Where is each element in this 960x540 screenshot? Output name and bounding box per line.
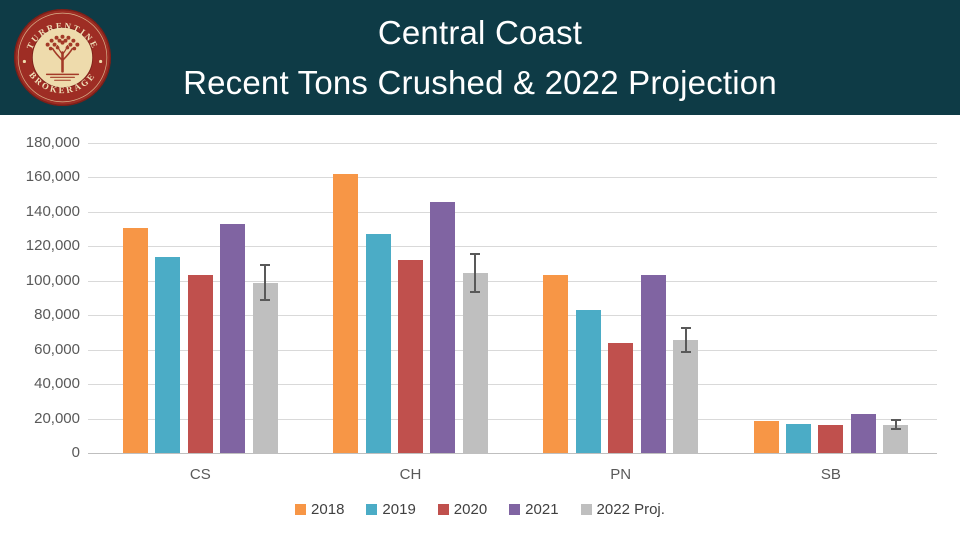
legend-label: 2019 xyxy=(382,501,416,518)
bar-PN-2019 xyxy=(575,310,601,453)
error-bar-cap-top xyxy=(680,327,691,330)
bar-PN-2018 xyxy=(543,274,569,453)
x-axis-category-label: CH xyxy=(399,466,422,483)
legend-label: 2021 xyxy=(525,501,559,518)
y-axis-tick-label: 60,000 xyxy=(34,340,80,358)
bar-SB-2020 xyxy=(818,425,844,453)
bar-CH-2022 Proj. xyxy=(462,273,488,453)
error-bar-SB xyxy=(894,420,897,429)
x-axis-category-label: PN xyxy=(610,466,632,483)
bar-SB-2018 xyxy=(753,421,779,453)
y-axis-tick-label: 120,000 xyxy=(25,237,80,255)
y-axis-tick-label: 20,000 xyxy=(34,409,80,427)
slide-title-line2: Recent Tons Crushed & 2022 Projection xyxy=(183,63,777,101)
gridline-120,000 xyxy=(88,246,937,248)
error-bar-CS xyxy=(264,265,267,300)
gridline-40,000 xyxy=(88,384,937,386)
y-axis-tick-label: 180,000 xyxy=(25,134,80,151)
slide-title-line1: Central Coast xyxy=(377,13,583,51)
bar-CS-2020 xyxy=(187,274,213,453)
y-axis-tick-label: 100,000 xyxy=(25,271,80,289)
gridline-60,000 xyxy=(88,349,937,351)
error-bar-PN xyxy=(684,328,687,353)
legend-item-2019: 2019 xyxy=(366,501,416,518)
error-bar-cap-bottom xyxy=(470,290,481,293)
legend-label: 2018 xyxy=(311,501,345,518)
bar-CH-2018 xyxy=(333,174,359,453)
y-axis-tick-label: 140,000 xyxy=(25,202,80,220)
bar-CS-2019 xyxy=(155,256,181,453)
chart-legend: 2018 2019 2020 2021 2022 Proj. xyxy=(0,501,960,518)
gridline-20,000 xyxy=(88,418,937,420)
bar-SB-2019 xyxy=(786,423,811,453)
error-bar-cap-bottom xyxy=(680,351,691,354)
gridline-100,000 xyxy=(88,280,937,282)
gridline-140,000 xyxy=(88,211,937,213)
error-bar-cap-top xyxy=(890,419,901,422)
y-axis-tick-label: 0 xyxy=(71,444,80,461)
header-banner: Central Coast Recent Tons Crushed & 2022… xyxy=(0,0,960,115)
y-axis-tick-label: 160,000 xyxy=(25,168,80,186)
legend-label: 2022 Proj. xyxy=(596,501,665,518)
turrentine-brokerage-logo: TURRENTINE BROKERAGE xyxy=(13,8,112,107)
bar-CH-2020 xyxy=(398,260,423,453)
bar-PN-2020 xyxy=(608,342,634,453)
gridline-0 xyxy=(88,453,937,454)
x-axis-category-label: CS xyxy=(189,466,211,483)
bar-CS-2021 xyxy=(220,223,246,453)
x-axis-category-label: SB xyxy=(820,466,841,483)
bar-CS-2022 Proj. xyxy=(252,282,278,453)
bar-CS-2018 xyxy=(123,228,148,453)
error-bar-cap-bottom xyxy=(890,427,901,430)
error-bar-CH xyxy=(474,254,477,292)
legend-item-2018: 2018 xyxy=(295,501,344,518)
legend-swatch-icon xyxy=(437,504,449,515)
bar-SB-2021 xyxy=(850,414,876,453)
gridline-160,000 xyxy=(88,177,937,179)
bar-CH-2019 xyxy=(365,234,391,453)
bar-PN-2022 Proj. xyxy=(673,340,698,453)
y-axis-tick-label: 40,000 xyxy=(34,375,80,393)
logo-seal-icon: TURRENTINE BROKERAGE xyxy=(13,8,112,107)
bar-CH-2021 xyxy=(430,202,456,453)
legend-label: 2020 xyxy=(453,501,488,518)
legend-item-2022 Proj.: 2022 Proj. xyxy=(580,501,665,518)
error-bar-cap-bottom xyxy=(260,298,271,301)
legend-item-2021: 2021 xyxy=(509,501,559,518)
legend-swatch-icon xyxy=(580,504,592,515)
legend-item-2020: 2020 xyxy=(437,501,488,518)
legend-swatch-icon xyxy=(366,504,378,515)
legend-swatch-icon xyxy=(295,504,307,515)
bar-PN-2021 xyxy=(640,274,666,453)
y-axis-tick-label: 80,000 xyxy=(34,306,80,324)
error-bar-cap-top xyxy=(470,253,481,256)
title-block: Central Coast Recent Tons Crushed & 2022… xyxy=(0,0,960,115)
gridline-80,000 xyxy=(88,315,937,317)
logo-tree-icon xyxy=(45,34,80,81)
legend-swatch-icon xyxy=(509,504,521,515)
gridline-180,000 xyxy=(88,143,937,144)
error-bar-cap-top xyxy=(260,264,271,267)
